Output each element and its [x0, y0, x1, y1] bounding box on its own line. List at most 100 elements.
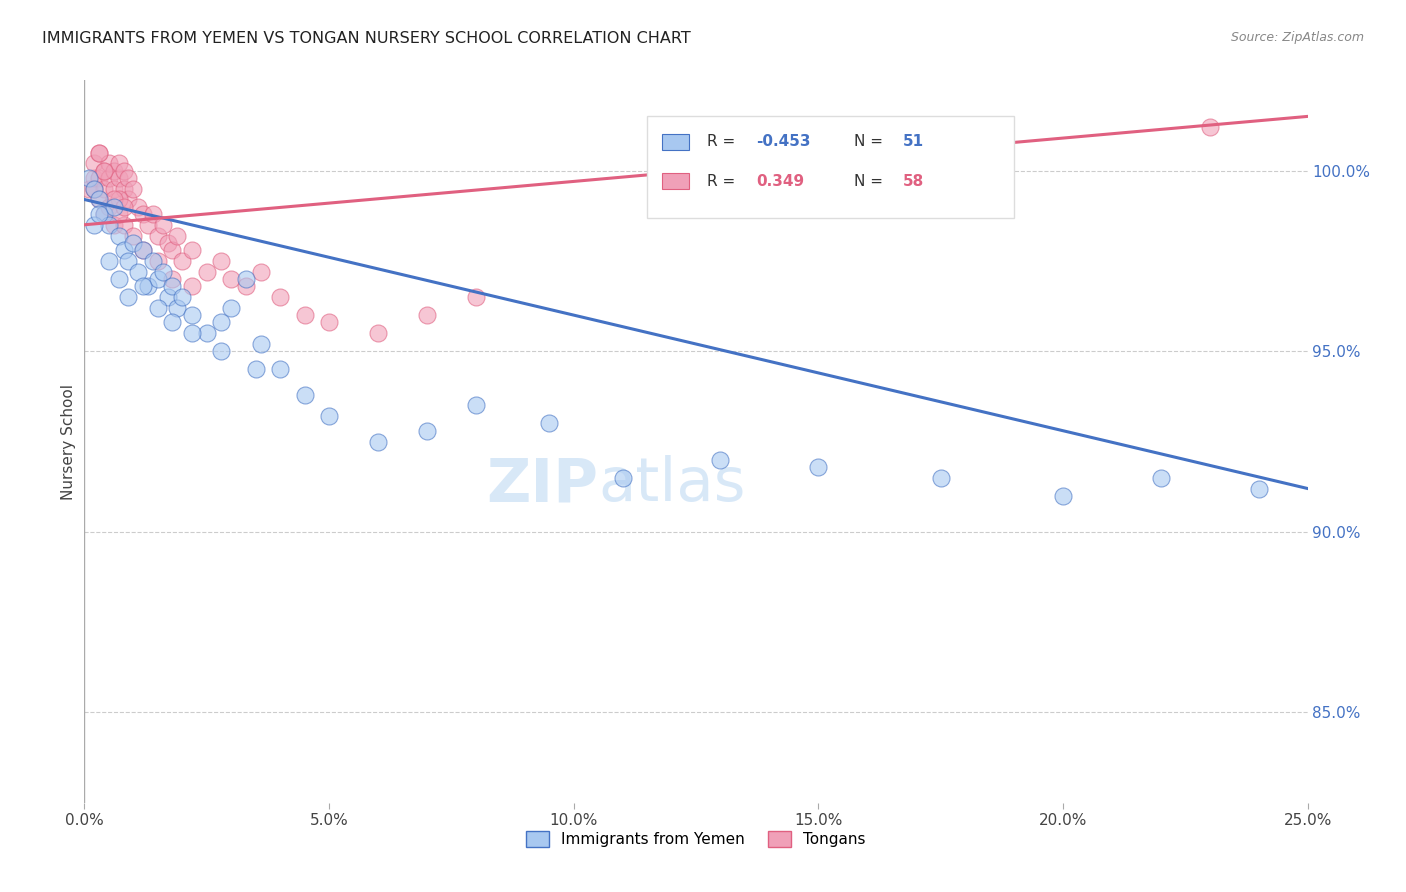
Y-axis label: Nursery School: Nursery School [60, 384, 76, 500]
Point [112, 163, 135, 178]
Point [152, 218, 174, 232]
Point [464, 290, 486, 304]
Point [464, 399, 486, 413]
Point [209, 315, 232, 329]
Point [117, 290, 139, 304]
Point [107, 207, 129, 221]
Legend: Immigrants from Yemen, Tongans: Immigrants from Yemen, Tongans [520, 825, 872, 853]
Point [162, 315, 184, 329]
Point [162, 272, 184, 286]
Point [93, 163, 115, 178]
Point [83, 218, 105, 232]
Point [146, 301, 169, 315]
Point [77, 182, 100, 196]
Text: ZIP: ZIP [486, 456, 598, 515]
Point [93, 182, 115, 196]
Point [294, 387, 316, 401]
Point [235, 272, 257, 286]
Point [181, 279, 204, 293]
Point [83, 182, 105, 196]
Point [209, 344, 232, 359]
Point [77, 170, 100, 185]
Point [142, 207, 165, 221]
Point [132, 243, 155, 257]
Text: IMMIGRANTS FROM YEMEN VS TONGAN NURSERY SCHOOL CORRELATION CHART: IMMIGRANTS FROM YEMEN VS TONGAN NURSERY … [42, 31, 690, 46]
Point [87, 193, 110, 207]
Point [318, 315, 340, 329]
Point [245, 362, 267, 376]
Point [117, 193, 139, 207]
Text: N =: N = [853, 134, 887, 149]
Text: 51: 51 [903, 134, 924, 149]
Point [122, 182, 145, 196]
Point [416, 424, 439, 438]
Point [416, 308, 439, 322]
Point [709, 452, 731, 467]
Point [249, 265, 271, 279]
Point [166, 228, 188, 243]
Point [235, 279, 257, 293]
Point [146, 272, 169, 286]
Point [162, 279, 184, 293]
Point [103, 163, 125, 178]
Point [318, 409, 340, 424]
Point [807, 459, 830, 474]
Point [367, 434, 389, 449]
Point [166, 301, 188, 315]
Point [127, 200, 149, 214]
Point [172, 254, 194, 268]
Point [87, 207, 110, 221]
Point [87, 145, 110, 160]
Point [112, 182, 135, 196]
Point [156, 235, 179, 250]
Point [97, 218, 120, 232]
Point [103, 218, 125, 232]
Point [122, 228, 145, 243]
Text: R =: R = [707, 174, 740, 189]
Bar [662, 173, 689, 189]
Point [122, 235, 145, 250]
Point [97, 200, 120, 214]
Point [142, 254, 165, 268]
Point [195, 326, 218, 341]
Point [83, 156, 105, 170]
Point [127, 265, 149, 279]
FancyBboxPatch shape [647, 117, 1014, 218]
Point [162, 243, 184, 257]
Point [97, 254, 120, 268]
Point [146, 254, 169, 268]
Point [156, 290, 179, 304]
Point [1198, 120, 1220, 135]
Point [107, 193, 129, 207]
Point [172, 290, 194, 304]
Point [117, 170, 139, 185]
Point [107, 228, 129, 243]
Point [181, 308, 204, 322]
Point [132, 207, 155, 221]
Point [132, 243, 155, 257]
Point [1052, 489, 1074, 503]
Point [87, 193, 110, 207]
Point [612, 471, 634, 485]
Point [117, 254, 139, 268]
Point [112, 243, 135, 257]
Point [929, 471, 952, 485]
Point [219, 272, 242, 286]
Text: N =: N = [853, 174, 887, 189]
Point [132, 279, 155, 293]
Point [269, 362, 291, 376]
Text: atlas: atlas [598, 456, 745, 515]
Point [1150, 471, 1173, 485]
Point [103, 182, 125, 196]
Point [209, 254, 232, 268]
Point [103, 193, 125, 207]
Point [112, 218, 135, 232]
Point [181, 326, 204, 341]
Point [181, 243, 204, 257]
Point [87, 145, 110, 160]
Point [367, 326, 389, 341]
Text: -0.453: -0.453 [756, 134, 810, 149]
Point [107, 156, 129, 170]
Point [136, 218, 159, 232]
Point [93, 163, 115, 178]
